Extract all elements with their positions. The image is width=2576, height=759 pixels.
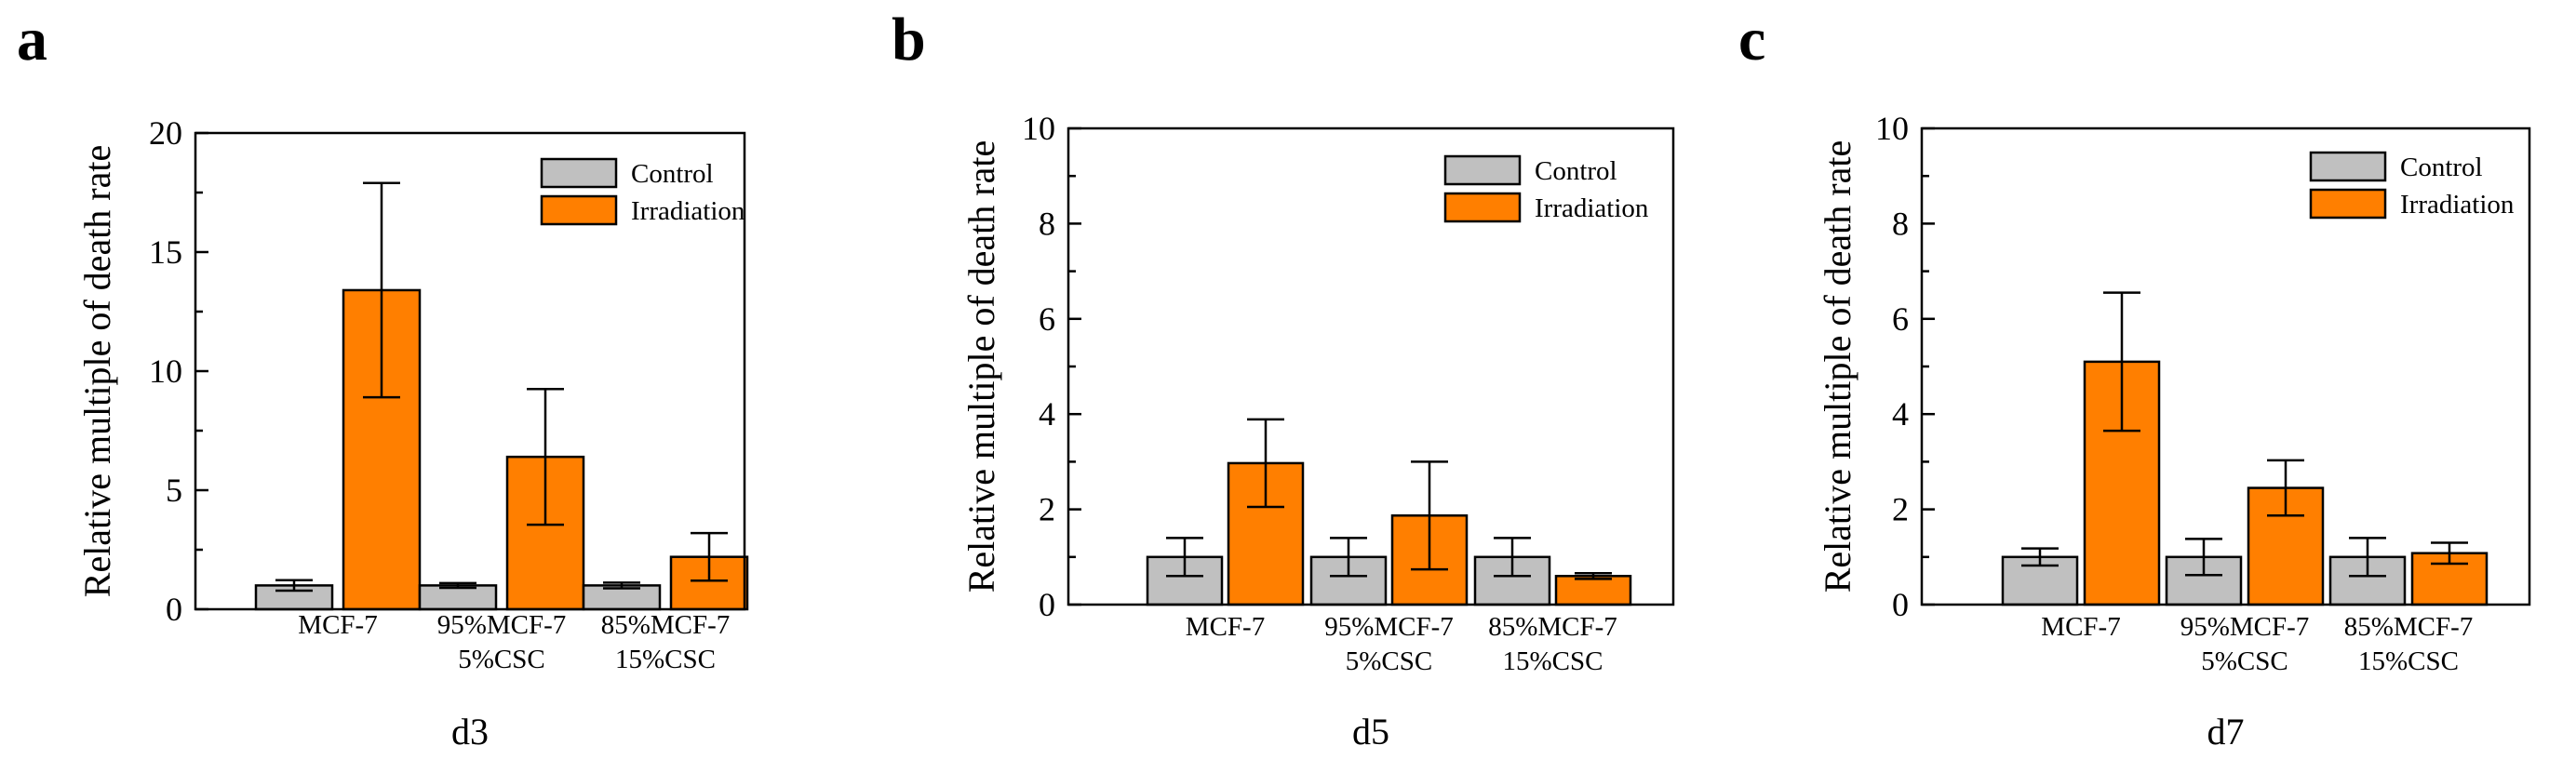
y-tick-label: 0	[1039, 586, 1055, 623]
x-category-label: MCF-7	[298, 610, 377, 640]
y-tick-label: 4	[1039, 395, 1055, 433]
x-axis-label: d5	[1352, 711, 1389, 752]
x-category-label: 85%MCF-7	[601, 610, 731, 640]
x-category-label: MCF-7	[2041, 612, 2120, 642]
x-category-label: 85%MCF-7	[2344, 612, 2474, 642]
legend-label-control: Control	[631, 159, 714, 189]
panel-c: c Relative multiple of death rate 0 2 4 6 8 10 M…	[1738, 6, 2531, 752]
legend: Control Irradiation	[1443, 154, 1649, 223]
bar-irradiation-3	[1554, 575, 1632, 606]
error-bar-irradiation-2	[527, 387, 564, 526]
legend-label-irradiation: Irradiation	[1535, 193, 1649, 223]
legend: Control Irradiation	[540, 157, 745, 226]
x-category-label: 5%CSC	[458, 645, 544, 674]
y-tick-label: 0	[1892, 586, 1909, 623]
y-tick-label: 8	[1892, 205, 1909, 242]
y-tick-label: 2	[1892, 491, 1909, 528]
error-bar-control-3	[2349, 537, 2386, 578]
y-tick-label: 15	[149, 233, 182, 271]
plot-frame	[194, 131, 746, 611]
x-category-label: 5%CSC	[2201, 646, 2288, 676]
panel-letter: a	[17, 6, 47, 73]
y-tick-label: 4	[1892, 395, 1909, 433]
y-tick-label: 5	[166, 472, 182, 509]
error-bar-control-1	[275, 579, 313, 593]
legend-swatch-control	[2309, 151, 2387, 182]
x-category-label: 85%MCF-7	[1488, 612, 1617, 642]
plot-frame	[1067, 126, 1675, 606]
y-axis-label: Relative multiple of death rate	[1817, 140, 1858, 593]
error-bar-irradiation-1	[363, 181, 400, 399]
error-bar-irradiation-1	[2103, 291, 2140, 433]
error-bar-irradiation-3	[1575, 571, 1612, 580]
panel-letter: c	[1738, 6, 1765, 73]
error-bar-control-2	[2185, 538, 2222, 577]
y-tick-label: 10	[1022, 110, 1055, 147]
error-bar-control-1	[1166, 537, 1203, 578]
panel-letter: b	[892, 6, 926, 73]
y-tick-label: 10	[149, 353, 182, 390]
legend: Control Irradiation	[2309, 151, 2515, 220]
legend-label-irradiation: Irradiation	[631, 196, 745, 226]
bar-control-2	[418, 584, 498, 611]
y-tick-label: 20	[149, 114, 182, 152]
error-bar-irradiation-3	[691, 531, 728, 582]
y-tick-label: 10	[1875, 110, 1909, 147]
error-bar-control-3	[1494, 537, 1531, 578]
y-tick-label: 0	[166, 591, 182, 628]
legend-swatch-control	[1443, 154, 1522, 186]
error-bar-control-3	[603, 581, 640, 590]
plot-frame	[1920, 126, 2531, 606]
x-category-label: 15%CSC	[615, 645, 716, 674]
panel-a: a Relative multiple of death rate 0 5 10 15 20…	[17, 6, 749, 752]
x-axis-label: d3	[451, 711, 489, 752]
legend-label-control: Control	[1535, 156, 1617, 186]
error-bar-irradiation-2	[1411, 460, 1448, 571]
error-bar-irradiation-3	[2431, 541, 2468, 566]
y-tick-label: 8	[1039, 205, 1055, 242]
y-axis-label: Relative multiple of death rate	[960, 140, 1002, 593]
y-tick-label: 2	[1039, 491, 1055, 528]
error-bar-control-2	[1330, 537, 1367, 578]
x-axis-label: d7	[2207, 711, 2245, 752]
x-category-label: MCF-7	[1186, 612, 1265, 642]
legend-swatch-control	[540, 157, 618, 189]
error-bar-control-1	[2021, 547, 2059, 567]
error-bar-control-2	[439, 581, 476, 590]
legend-swatch-irradiation	[540, 194, 618, 226]
x-category-label: 95%MCF-7	[2180, 612, 2310, 642]
x-category-label: 95%MCF-7	[1324, 612, 1454, 642]
panel-b: b Relative multiple of death rate 0 2 4 6 8 10 M…	[892, 6, 1675, 752]
x-category-label: 15%CSC	[1503, 646, 1603, 676]
x-category-label: 95%MCF-7	[437, 610, 567, 640]
error-bar-irradiation-2	[2267, 459, 2304, 517]
y-tick-label: 6	[1892, 300, 1909, 338]
legend-swatch-irradiation	[2309, 188, 2387, 220]
x-category-label: 5%CSC	[1346, 646, 1432, 676]
legend-label-irradiation: Irradiation	[2400, 190, 2515, 220]
y-tick-label: 6	[1039, 300, 1055, 338]
y-axis-label: Relative multiple of death rate	[76, 145, 118, 597]
x-category-label: 15%CSC	[2358, 646, 2459, 676]
legend-swatch-irradiation	[1443, 192, 1522, 223]
error-bar-irradiation-1	[1247, 418, 1284, 509]
legend-label-control: Control	[2400, 153, 2483, 182]
